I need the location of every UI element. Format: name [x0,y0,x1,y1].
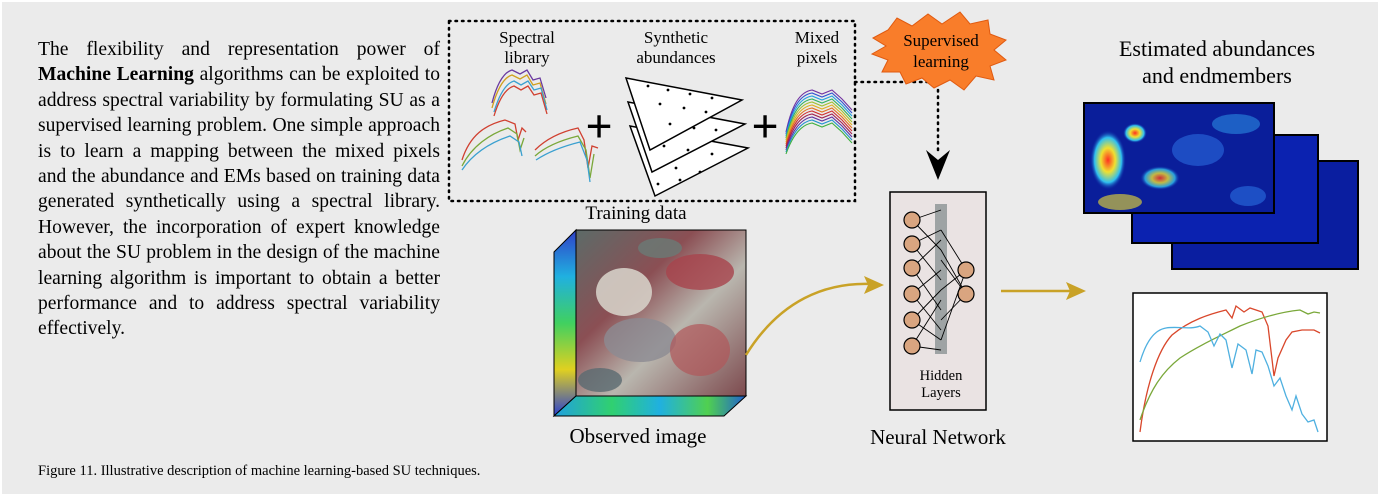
figure-caption: Figure 11. Illustrative description of m… [38,463,481,479]
spectral-library-label-1: Spectral [499,28,555,47]
abundance-maps [1083,102,1359,270]
supervised-label-1: Supervised [903,31,979,50]
paragraph-text-1: The flexibility and representation power… [38,39,440,60]
supervised-learning-burst: Supervised learning [870,11,1007,91]
network-to-output-arrow-head [1066,282,1086,300]
paragraph-bold-term: Machine Learning [38,64,194,86]
observed-image-cube [552,228,748,418]
hidden-layers-label-1: Hidden [920,368,963,384]
mixed-pixels-spectra [785,89,853,155]
plus-icon-2: + [751,100,778,153]
supervised-connector [853,80,940,154]
plus-icon-1: + [585,100,612,153]
observed-image-label: Observed image [569,424,706,448]
supervised-label-2: learning [913,52,969,71]
endmember-spectra-plot [1132,292,1328,442]
down-arrow-head [926,150,950,180]
description-paragraph: The flexibility and representation power… [38,37,440,342]
spectral-library-spectra [461,69,599,183]
image-to-network-arrow [744,282,873,356]
mixed-pixels-label-1: Mixed [795,28,840,47]
training-data-label: Training data [585,203,687,224]
synthetic-abundances-triangles [624,77,751,198]
spectral-library-label-2: library [504,48,550,67]
estimated-label-1: Estimated abundances [1119,36,1315,61]
training-data-box [447,19,857,203]
paragraph-text-2: algorithms can be exploited to address s… [38,64,440,340]
hidden-layers-label-2: Layers [921,385,961,401]
estimated-label-2: and endmembers [1142,63,1292,88]
neural-network-box: Hidden Layers [889,191,987,411]
synthetic-abundances-label-2: abundances [636,48,715,67]
neural-network-label: Neural Network [870,425,1006,449]
mixed-pixels-label-2: pixels [797,48,838,67]
synthetic-abundances-label-1: Synthetic [644,28,709,47]
image-to-network-arrow-head [864,276,884,294]
